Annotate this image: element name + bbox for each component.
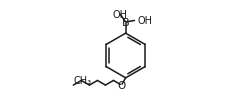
Text: CH₃: CH₃ (74, 75, 92, 85)
Text: B: B (122, 18, 129, 28)
Text: OH: OH (112, 10, 127, 20)
Text: OH: OH (137, 16, 152, 26)
Text: O: O (117, 80, 125, 90)
